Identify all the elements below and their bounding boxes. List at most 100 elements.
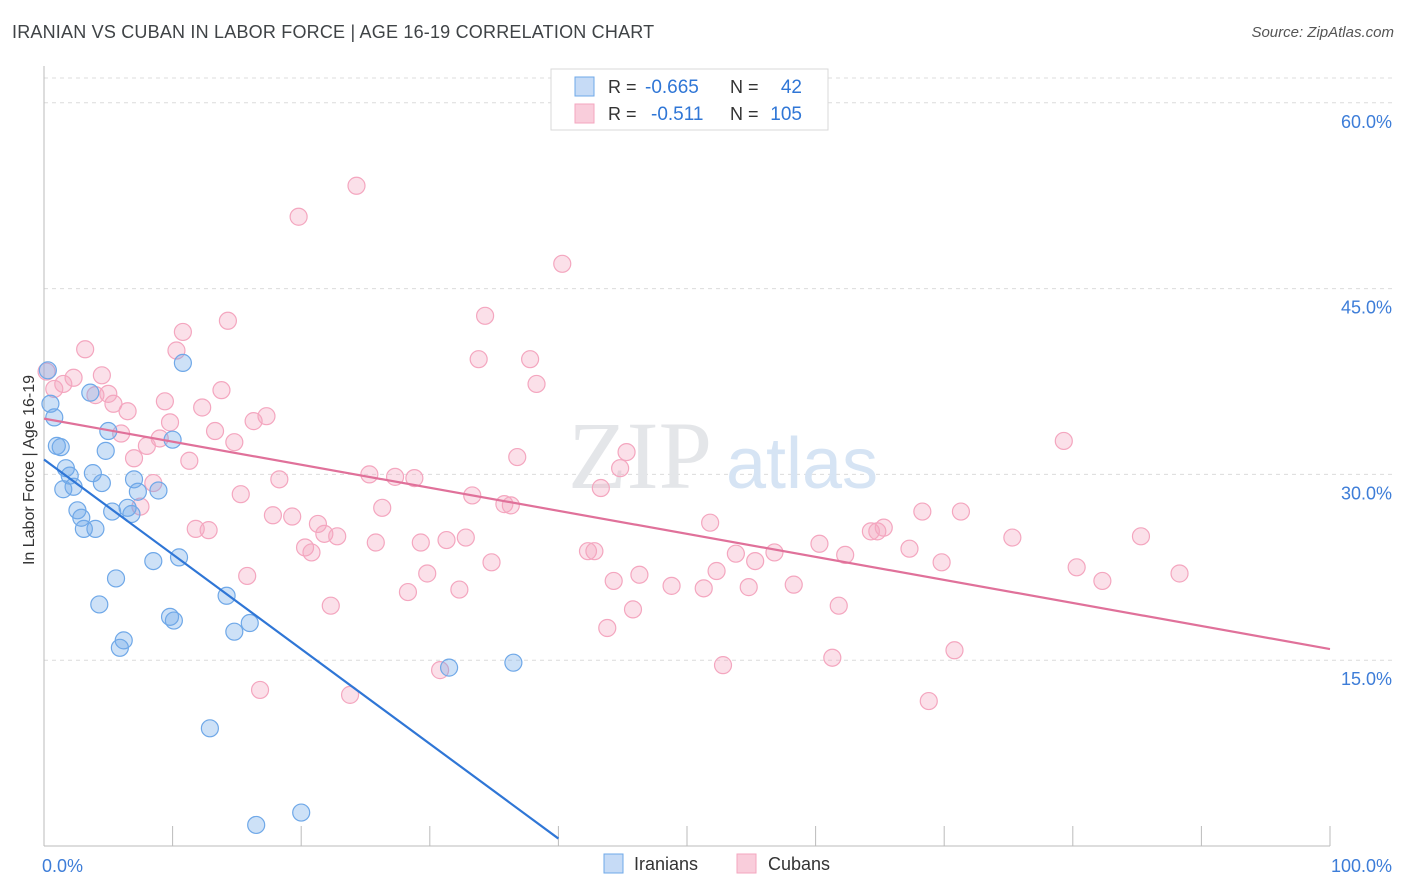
stats-n-value-iranians: 42 <box>781 77 802 98</box>
cubans-point-79 <box>707 561 726 581</box>
legend-swatch-cubans <box>736 853 757 874</box>
iranians-trend-line <box>43 458 560 840</box>
cubans-point-100 <box>1054 431 1073 451</box>
iranians-point-20 <box>106 569 126 588</box>
legend-label-cubans: Cubans <box>768 854 830 874</box>
cubans-trend-line <box>43 417 1331 651</box>
cubans-point-29 <box>238 566 257 586</box>
iranians-point-0 <box>38 361 57 380</box>
source-credit: Source: ZipAtlas.com <box>1251 24 1394 41</box>
cubans-point-83 <box>746 551 765 571</box>
cubans-point-22 <box>193 398 212 417</box>
iranians-point-27 <box>144 551 163 571</box>
stats-r-label-iranians: R = <box>608 77 637 97</box>
cubans-point-68 <box>585 542 604 561</box>
stats-r-value-cubans: -0.511 <box>651 104 703 125</box>
stats-legend-box: R = -0.665 N = 42 R = -0.511 N = 105 <box>550 68 829 131</box>
cubans-point-71 <box>604 571 623 591</box>
cubans-point-8 <box>104 394 123 413</box>
cubans-point-4 <box>76 340 95 359</box>
cubans-point-25 <box>212 381 231 400</box>
cubans-point-1 <box>45 379 64 399</box>
legend: Iranians Cubans <box>603 853 830 874</box>
iranians-point-28 <box>149 481 168 500</box>
cubans-point-94 <box>913 502 932 521</box>
iranians-point-34 <box>200 719 219 738</box>
stats-n-label-iranians: N = <box>730 77 759 97</box>
cubans-point-51 <box>411 533 430 552</box>
cubans-point-78 <box>701 513 720 532</box>
y-tick-label-30: 30.0% <box>1341 483 1392 503</box>
cubans-point-54 <box>437 530 456 550</box>
cubans-point-76 <box>662 576 681 595</box>
tick-labels: 15.0% 30.0% 45.0% 60.0% 0.0% 100.0% <box>42 112 1392 876</box>
cubans-point-20 <box>180 451 199 470</box>
cubans-point-89 <box>836 545 855 565</box>
y-tick-label-60: 60.0% <box>1341 112 1392 132</box>
cubans-point-69 <box>591 478 610 498</box>
cubans-point-56 <box>456 528 475 547</box>
iranians-point-22 <box>114 631 133 650</box>
cubans-point-39 <box>308 514 328 534</box>
cubans-point-33 <box>263 506 283 525</box>
cubans-point-101 <box>1067 558 1086 577</box>
trend-lines <box>43 417 1331 840</box>
iranians-point-39 <box>292 803 311 822</box>
cubans-point-55 <box>450 580 469 599</box>
cubans-point-36 <box>289 207 308 226</box>
cubans-point-46 <box>366 533 385 552</box>
cubans-point-47 <box>373 498 392 517</box>
cubans-point-62 <box>501 496 520 515</box>
cubans-point-49 <box>398 582 418 602</box>
cubans-point-26 <box>218 311 237 330</box>
cubans-point-86 <box>810 534 829 553</box>
cubans-point-80 <box>713 656 733 675</box>
legend-label-iranians: Iranians <box>634 854 698 874</box>
stats-n-value-cubans: 105 <box>770 104 802 125</box>
cubans-point-17 <box>160 413 180 432</box>
cubans-point-24 <box>205 421 225 441</box>
iranians-point-2 <box>45 408 64 427</box>
watermark-atlas: atlas <box>726 424 878 504</box>
cubans-point-85 <box>784 575 803 594</box>
stats-r-label-cubans: R = <box>608 104 637 124</box>
cubans-point-70 <box>598 618 617 638</box>
iranians-point-4 <box>51 438 70 457</box>
stats-swatch-iranians <box>574 76 595 97</box>
cubans-point-59 <box>475 306 495 325</box>
y-tick-label-15: 15.0% <box>1341 669 1392 689</box>
iranians-point-17 <box>96 441 115 460</box>
cubans-point-52 <box>418 564 437 583</box>
cubans-point-10 <box>118 402 137 421</box>
iranians-point-16 <box>92 473 111 493</box>
cubans-point-103 <box>1131 527 1151 546</box>
cubans-point-75 <box>630 565 649 584</box>
cubans-point-92 <box>874 518 893 537</box>
x-tick-label-min: 0.0% <box>42 856 83 876</box>
cubans-point-102 <box>1093 571 1112 591</box>
iranians-point-40 <box>439 658 459 677</box>
cubans-point-32 <box>257 407 276 426</box>
cubans-point-73 <box>617 442 636 462</box>
cubans-point-34 <box>270 470 289 489</box>
cubans-point-16 <box>155 392 174 411</box>
cubans-point-97 <box>945 641 964 660</box>
cubans-point-2 <box>54 374 73 394</box>
chart-title: IRANIAN VS CUBAN IN LABOR FORCE | AGE 16… <box>12 22 655 42</box>
cubans-point-74 <box>623 600 643 619</box>
cubans-point-0 <box>37 362 56 381</box>
cubans-point-99 <box>1003 528 1022 547</box>
iranians-point-32 <box>173 353 192 373</box>
legend-swatch-iranians <box>603 853 624 874</box>
iranians-point-37 <box>240 613 259 633</box>
cubans-point-45 <box>360 465 379 484</box>
cubans-point-82 <box>739 578 758 597</box>
axes <box>43 66 1331 847</box>
iranians-point-14 <box>86 519 105 538</box>
cubans-point-63 <box>508 447 527 467</box>
cubans-point-3 <box>64 368 83 387</box>
cubans-point-44 <box>347 176 366 195</box>
iranians-point-36 <box>225 622 244 641</box>
iranians-point-26 <box>128 482 147 501</box>
